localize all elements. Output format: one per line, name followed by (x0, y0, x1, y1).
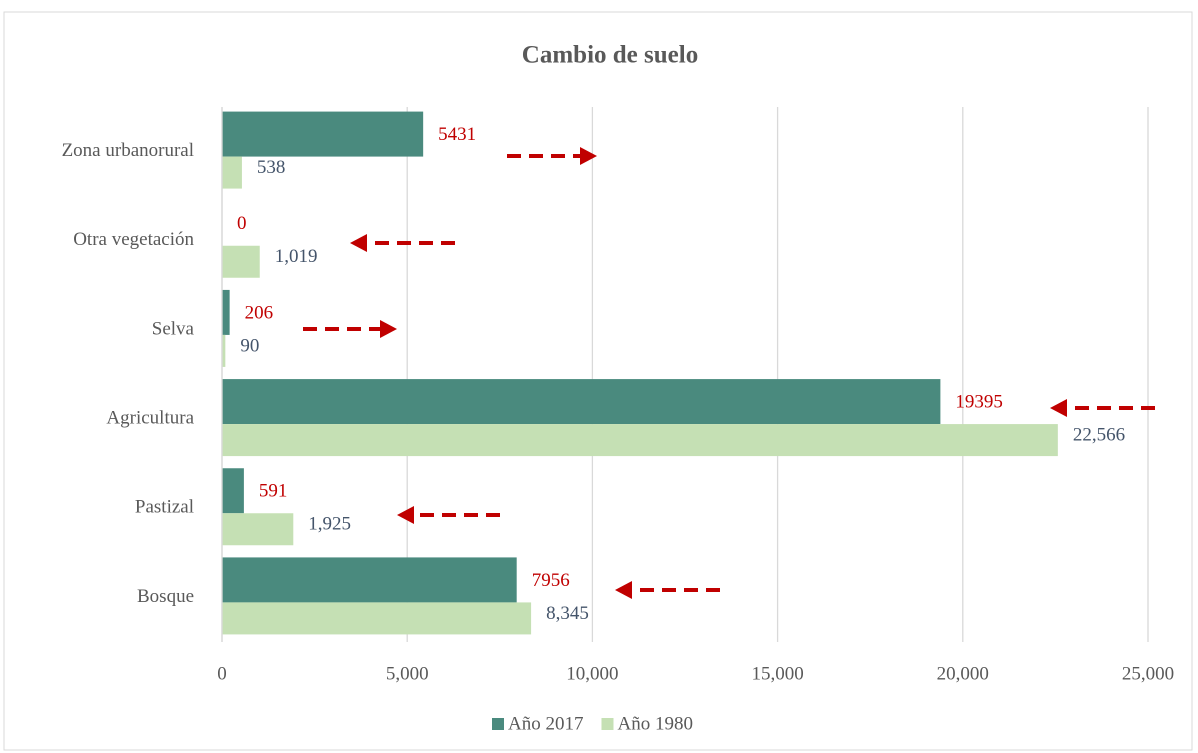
data-label: 22,566 (1073, 424, 1125, 445)
legend-label: Año 2017 (508, 713, 583, 734)
legend-swatch (601, 718, 614, 730)
data-label: 7956 (532, 570, 570, 591)
data-label: 8,345 (546, 603, 589, 624)
bar (222, 602, 532, 635)
bar (222, 513, 294, 546)
y-tick-label: Selva (152, 318, 195, 339)
data-label: 206 (245, 302, 274, 323)
bar (222, 245, 260, 278)
chart-title: Cambio de suelo (522, 42, 698, 69)
x-tick-label: 25,000 (1122, 663, 1174, 684)
y-tick-label: Agricultura (106, 407, 194, 428)
data-label: 0 (237, 213, 247, 234)
data-label: 5431 (438, 124, 476, 145)
bar (222, 424, 1058, 457)
data-label: 591 (259, 481, 288, 502)
y-tick-label: Zona urbanorural (62, 140, 194, 161)
bar (222, 111, 424, 157)
bar (222, 468, 244, 514)
bar (222, 334, 226, 367)
y-tick-label: Bosque (137, 586, 194, 607)
bar (222, 557, 517, 603)
bar (222, 289, 230, 335)
data-label: 90 (240, 335, 259, 356)
x-tick-label: 15,000 (751, 663, 803, 684)
data-label: 1,019 (275, 246, 318, 267)
legend-label: Año 1980 (617, 713, 692, 734)
annotation-arrows (303, 147, 1155, 599)
data-label: 538 (257, 157, 286, 178)
data-label: 19395 (955, 391, 1003, 412)
legend-swatch (492, 718, 504, 730)
y-tick-label: Otra vegetación (73, 229, 194, 250)
x-tick-label: 20,000 (937, 663, 989, 684)
data-label: 1,925 (308, 514, 351, 535)
x-tick-label: 0 (217, 663, 227, 684)
bar (222, 379, 941, 425)
x-tick-label: 10,000 (566, 663, 618, 684)
x-tick-label: 5,000 (386, 663, 429, 684)
bar (222, 156, 242, 189)
y-tick-label: Pastizal (135, 497, 194, 518)
